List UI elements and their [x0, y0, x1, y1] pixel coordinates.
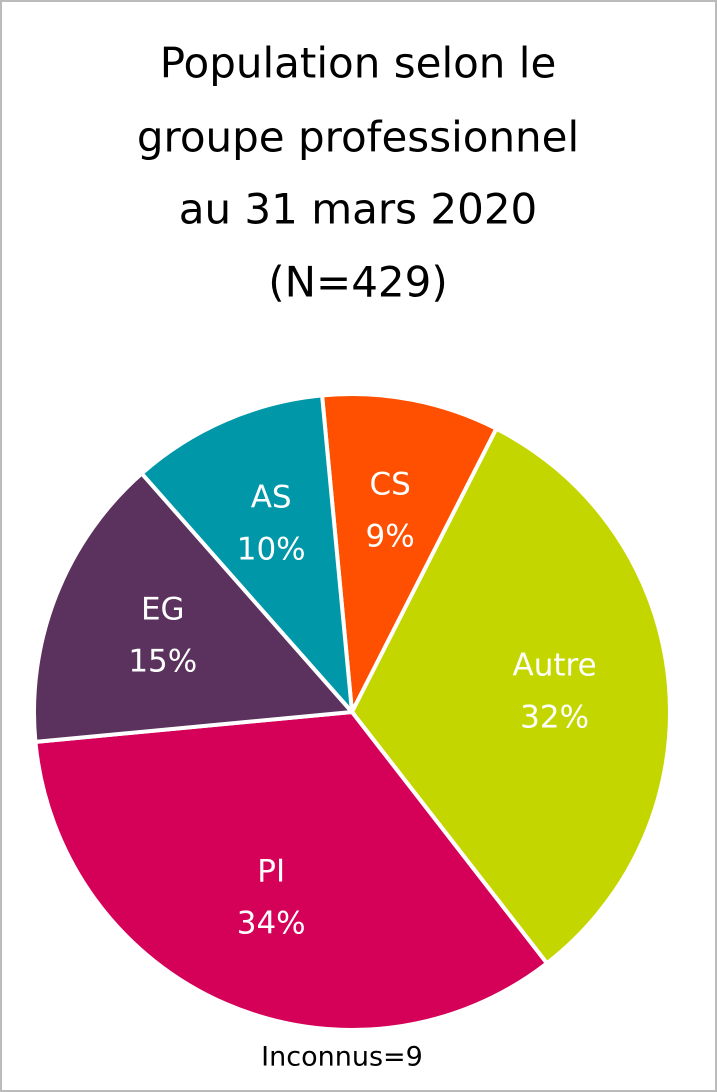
value-label: 15% — [128, 644, 197, 680]
chart-title: (N=429) — [268, 258, 448, 307]
pie-slice — [319, 392, 500, 720]
pie-slice — [349, 425, 672, 967]
value-label: 9% — [366, 519, 415, 555]
chart-title: groupe professionnel — [137, 113, 579, 162]
chart-title: au 31 mars 2020 — [179, 185, 538, 234]
slice-label: EG — [141, 592, 185, 628]
slice-label: CS — [369, 467, 410, 503]
pie-slice — [33, 709, 550, 1032]
slice-label: PI — [257, 853, 285, 889]
pie-slice — [138, 393, 355, 718]
value-label: 32% — [520, 699, 589, 735]
note: Inconnus=9 — [261, 1042, 423, 1073]
value-label: 10% — [237, 532, 306, 568]
slice-label: Autre — [513, 647, 597, 683]
value-label: 34% — [237, 905, 306, 941]
chart-title: Population selon le — [160, 39, 557, 88]
slice-label: AS — [251, 480, 292, 516]
pie-slice — [32, 470, 357, 745]
